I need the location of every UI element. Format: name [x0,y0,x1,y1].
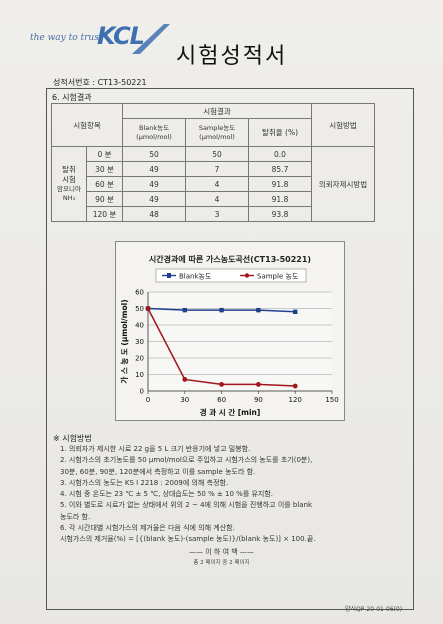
legend-marker [244,273,250,278]
method-line: 30분, 60분, 90분, 120분에서 측정하고 이를 sample 농도라… [60,467,256,476]
row-time: 90 분 [86,191,123,207]
kcl-logo-icon [132,24,170,54]
end-mark: —— 이 하 여 백 —— [189,548,254,556]
data-point [219,382,224,387]
data-point [292,383,298,389]
col-removal-header: 탈취율 (%) [248,118,312,147]
legend-label: Blank농도 [179,273,212,281]
row-time: 60 분 [86,176,123,192]
y-tick-label: 60 [135,289,144,297]
col-sample-header: Sample농도 (μmol/mol) [185,118,249,147]
row-blank: 49 [122,161,186,177]
method-value: 의뢰자제시방법 [311,146,375,222]
method-line: 6. 각 시간대별 시험가스의 제거율은 다음 식에 의해 계산함. [60,524,235,533]
data-point [293,309,298,314]
method-line: 2. 시험가스의 초기농도를 50 μmol/mol으로 주입하고 시험가스의 … [60,456,313,465]
test-item-cell: 탈취 시험 암모니아 NH₃ [51,146,87,222]
item-label-1: 탈취 [62,165,76,174]
row-sample: 4 [185,176,249,192]
row-rate: 93.8 [248,206,312,222]
data-point [256,307,261,313]
method-line: 3. 시험가스의 농도는 KS I 2218 : 2009에 의해 측정함. [60,478,229,487]
section-heading: 6. 시험결과 [52,93,92,102]
x-tick-label: 30 [180,396,189,404]
logo-tagline: the way to trust [30,33,103,43]
row-sample: 3 [185,206,249,222]
gas-concentration-chart: 시간경과에 따른 가스농도곡선(CT13-50221) Blank농도 Sampl… [115,241,345,421]
results-table: 시험항목 시험결과 시험방법 Blank농도 (μmol/mol) Sample… [51,103,375,222]
x-tick-label: 0 [146,396,150,404]
methods-heading: ※ 시험방법 [53,434,92,443]
row-sample: 50 [185,146,249,162]
method-line: 1. 의뢰자가 제시한 시료 22 g을 5 L 크기 반응기에 넣고 밀봉함. [60,445,251,453]
y-tick-label: 10 [135,371,144,379]
col-result-header: 시험결과 [122,103,312,119]
content-frame [46,88,414,610]
page-title: 시험성적서 [176,44,288,69]
report-number: 성적서번호 : CT13-50221 [53,78,147,87]
item-label-4: NH₃ [62,194,76,202]
row-time: 30 분 [86,161,123,177]
y-tick-label: 30 [135,338,144,346]
x-axis-label: 경 과 시 간 [min] [200,407,261,417]
chart-legend [155,268,307,283]
row-rate: 91.8 [248,176,312,192]
row-time: 0 분 [86,146,123,162]
col-method-header: 시험방법 [311,103,375,147]
data-point [219,307,224,313]
data-point [145,306,151,311]
data-point [182,307,187,313]
x-tick-label: 150 [325,396,338,404]
method-line: 농도라 함. [60,512,91,521]
method-line: 시험가스의 제거율(%) = [{(blank 농도)-(sample 농도)}… [60,535,316,544]
row-sample: 4 [185,191,249,207]
row-blank: 48 [122,206,186,222]
kcl-logo: KCL [97,22,145,50]
col-blank-header: Blank농도 (μmol/mol) [122,118,186,147]
row-blank: 49 [122,191,186,207]
y-tick-label: 50 [135,305,144,313]
legend-marker [167,273,171,278]
legend-label: Sample 농도 [257,273,299,281]
row-rate: 0.0 [248,146,312,162]
y-tick-label: 20 [135,355,144,363]
method-line: 5. 이와 별도로 시료가 없는 상태에서 위의 2 ~ 4에 의해 시험을 진… [60,501,313,510]
y-axis-label: 가 스 농 도 (μmol/mol) [119,299,129,383]
x-tick-label: 60 [217,396,226,404]
methods-list: 1. 의뢰자가 제시한 시료 22 g을 5 L 크기 반응기에 넣고 밀봉함.… [60,444,405,546]
x-tick-label: 90 [254,396,263,404]
item-label-2: 시험 [62,175,76,184]
row-rate: 91.8 [248,191,312,207]
chart-title: 시간경과에 따른 가스농도곡선(CT13-50221) [148,255,312,264]
y-tick-label: 40 [135,322,144,330]
page-note: 총 2 페이지 중 2 페이지 [193,560,250,566]
x-tick-label: 120 [289,396,302,404]
method-line: 4. 시험 중 온도는 23 ℃ ± 5 ℃, 상대습도는 50 % ± 10 … [60,490,274,499]
row-blank: 50 [122,146,186,162]
row-time: 120 분 [86,206,123,222]
form-number: 양식QP-20-01-06(0) [345,606,403,613]
chart-plot: Blank농도 Sample 농도 0 10 20 30 40 50 60 0 30 60 90 120 1… [119,268,339,417]
row-rate: 85.7 [248,161,312,177]
y-tick-label: 0 [140,388,144,396]
row-blank: 49 [122,176,186,192]
col-item-header: 시험항목 [51,103,123,147]
data-point [182,377,188,382]
item-label-3: 암모니아 [57,185,81,193]
data-point [256,382,261,387]
row-sample: 7 [185,161,249,177]
